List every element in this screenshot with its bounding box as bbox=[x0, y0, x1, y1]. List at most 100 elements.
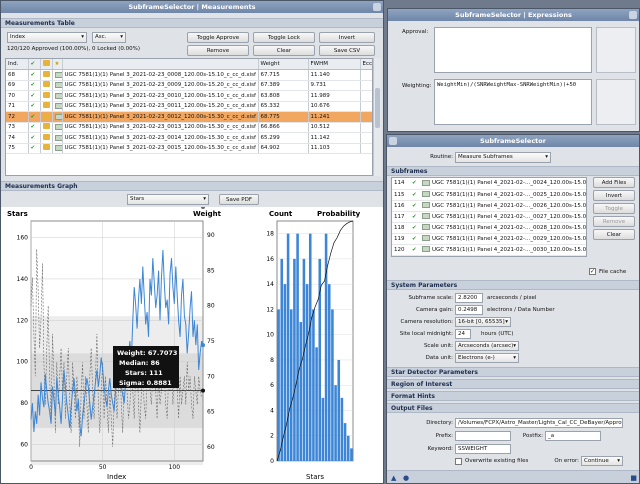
postfix-input[interactable]: _a bbox=[545, 431, 601, 441]
region-of-interest-section[interactable]: Region of Interest bbox=[387, 379, 639, 389]
check-icon[interactable]: ✔ bbox=[412, 180, 417, 187]
system-parameters-section[interactable]: System Parameters bbox=[387, 280, 639, 290]
keyword-input[interactable]: SSWEIGHT bbox=[455, 444, 511, 454]
file-cache-checkbox[interactable]: ✓ bbox=[589, 268, 596, 275]
clear-button[interactable]: Clear bbox=[593, 229, 635, 240]
gain-input[interactable]: 0.2498 bbox=[455, 305, 483, 315]
check-icon[interactable]: ✔ bbox=[412, 235, 417, 242]
add-files-button[interactable]: Add Files bbox=[593, 177, 635, 188]
save-csv-button[interactable]: Save CSV bbox=[319, 45, 375, 56]
prefix-input[interactable] bbox=[455, 431, 511, 441]
list-item[interactable]: 118 ✔ UGC 7581(1)(1) Panel 4_2021-02-...… bbox=[392, 222, 586, 234]
sort-field-combo[interactable]: Index bbox=[7, 32, 87, 43]
row-approved[interactable]: ✔ bbox=[28, 143, 41, 154]
list-item[interactable]: 119 ✔ UGC 7581(1)(1) Panel 4_2021-02-...… bbox=[392, 233, 586, 245]
measurements-table-section[interactable]: Measurements Table bbox=[1, 18, 383, 28]
table-row[interactable]: 73 ✔ UGC 7581(1)(1) Panel 3_2021-02-23_0… bbox=[6, 122, 372, 133]
check-icon[interactable]: ✔ bbox=[412, 246, 417, 253]
data-unit-combo[interactable]: Electrons (e-) bbox=[455, 353, 519, 363]
directory-input[interactable]: /Volumes/FCPX/Astro_Master/Lights_Cal_CC… bbox=[455, 418, 623, 428]
row-approved[interactable]: ✔ bbox=[28, 101, 41, 112]
subframes-list[interactable]: 114 ✔ UGC 7581(1)(1) Panel 4_2021-02-...… bbox=[391, 177, 587, 257]
list-item[interactable]: 120 ✔ UGC 7581(1)(1) Panel 4_2021-02-...… bbox=[392, 244, 586, 256]
remove-button[interactable]: Remove bbox=[593, 216, 635, 227]
check-icon[interactable]: ✔ bbox=[412, 191, 417, 198]
row-locked[interactable] bbox=[40, 90, 53, 102]
subframes-section[interactable]: Subframes bbox=[387, 166, 639, 176]
close-icon[interactable] bbox=[389, 137, 397, 145]
row-locked[interactable] bbox=[40, 69, 53, 81]
col-ecc[interactable]: Ecc bbox=[360, 59, 372, 70]
table-row[interactable]: 72 ✔ UGC 7581(1)(1) Panel 3_2021-02-23_0… bbox=[6, 111, 372, 123]
row-locked[interactable] bbox=[40, 101, 53, 112]
row-locked[interactable] bbox=[40, 122, 53, 133]
check-icon[interactable]: ✔ bbox=[412, 202, 417, 209]
maximize-icon[interactable] bbox=[373, 3, 381, 11]
row-approved[interactable]: ✔ bbox=[28, 90, 41, 102]
onerror-combo[interactable]: Continue bbox=[581, 456, 623, 466]
measurements-graph-section[interactable]: Measurements Graph bbox=[1, 181, 383, 191]
toggle-lock-button[interactable]: Toggle Lock bbox=[253, 32, 315, 43]
apply-icon[interactable]: ● bbox=[403, 474, 410, 482]
check-icon[interactable]: ✔ bbox=[412, 224, 417, 231]
scale-unit-combo[interactable]: Arcseconds (arcsec) bbox=[455, 341, 519, 351]
star-detector-section[interactable]: Star Detector Parameters bbox=[387, 367, 639, 377]
scale-input[interactable]: 2.8200 bbox=[455, 293, 483, 303]
list-item[interactable]: 117 ✔ UGC 7581(1)(1) Panel 4_2021-02-...… bbox=[392, 211, 586, 223]
resolution-combo[interactable]: 16-bit [0, 65535] bbox=[455, 317, 511, 327]
row-locked[interactable] bbox=[40, 143, 53, 154]
col-name[interactable] bbox=[62, 59, 259, 70]
col-star[interactable]: ★ bbox=[52, 59, 63, 70]
graph-property-combo[interactable]: Stars bbox=[127, 194, 209, 205]
col-weight[interactable]: Weight bbox=[258, 59, 309, 70]
list-item[interactable]: 115 ✔ UGC 7581(1)(1) Panel 4_2021-02-...… bbox=[392, 189, 586, 201]
row-approved[interactable]: ✔ bbox=[28, 132, 41, 144]
row-approved[interactable]: ✔ bbox=[28, 122, 41, 133]
table-row[interactable]: 71 ✔ UGC 7581(1)(1) Panel 3_2021-02-23_0… bbox=[6, 101, 372, 112]
table-row[interactable]: 74 ✔ UGC 7581(1)(1) Panel 3_2021-02-23_0… bbox=[6, 132, 372, 144]
midnight-input[interactable]: 24 bbox=[455, 329, 471, 339]
routine-combo[interactable]: Measure Subframes bbox=[455, 152, 551, 163]
col-approved[interactable]: ✔ bbox=[28, 59, 41, 70]
midnight-unit: hours (UTC) bbox=[481, 331, 514, 337]
col-fwhm[interactable]: FWHM bbox=[308, 59, 361, 70]
toggle-approve-button[interactable]: Toggle Approve bbox=[187, 32, 249, 43]
table-scrollbar[interactable] bbox=[373, 58, 381, 176]
list-item[interactable]: 116 ✔ UGC 7581(1)(1) Panel 4_2021-02-...… bbox=[392, 200, 586, 212]
list-item[interactable]: 114 ✔ UGC 7581(1)(1) Panel 4_2021-02-...… bbox=[392, 178, 586, 190]
sort-order-combo[interactable]: Asc. bbox=[92, 32, 126, 43]
output-files-section[interactable]: Output Files bbox=[387, 403, 639, 413]
format-hints-section[interactable]: Format Hints bbox=[387, 391, 639, 401]
tooltip-weight: Weight: 67.7073 bbox=[117, 349, 177, 357]
measurements-table[interactable]: Ind. ✔ ★ Weight FWHM Ecc 68 ✔ UGC 7581(1… bbox=[5, 58, 373, 176]
row-approved[interactable]: ✔ bbox=[28, 111, 41, 123]
row-locked[interactable] bbox=[40, 80, 53, 91]
table-row[interactable]: 70 ✔ UGC 7581(1)(1) Panel 3_2021-02-23_0… bbox=[6, 90, 372, 102]
remove-button[interactable]: Remove bbox=[187, 45, 249, 56]
invert-button[interactable]: Invert bbox=[593, 190, 635, 201]
table-row[interactable]: 69 ✔ UGC 7581(1)(1) Panel 3_2021-02-23_0… bbox=[6, 80, 372, 91]
reset-icon[interactable]: ■ bbox=[630, 474, 637, 482]
approval-expression[interactable] bbox=[434, 27, 592, 73]
save-pdf-button[interactable]: Save PDF bbox=[219, 194, 259, 205]
col-locked[interactable] bbox=[40, 59, 53, 70]
new-instance-icon[interactable]: ▲ bbox=[391, 474, 397, 482]
col-index[interactable]: Ind. bbox=[6, 59, 29, 70]
row-locked[interactable] bbox=[40, 111, 53, 123]
toggle-button[interactable]: Toggle bbox=[593, 203, 635, 214]
row-approved[interactable]: ✔ bbox=[28, 80, 41, 91]
overwrite-checkbox[interactable] bbox=[455, 458, 462, 465]
image-icon bbox=[54, 103, 61, 109]
table-row[interactable]: 75 ✔ UGC 7581(1)(1) Panel 3_2021-02-23_0… bbox=[6, 143, 372, 154]
check-icon[interactable]: ✔ bbox=[412, 213, 417, 220]
clear-button[interactable]: Clear bbox=[253, 45, 315, 56]
weighting-expression[interactable]: WeightMin)/(SNRWeightMax-SNRWeightMin))+… bbox=[434, 79, 592, 125]
row-approved[interactable]: ✔ bbox=[28, 69, 41, 81]
right-axis-label: Weight bbox=[193, 210, 222, 218]
invert-button[interactable]: Invert bbox=[319, 32, 375, 43]
measurements-graph[interactable]: Stars Weight Index Count Probability Sta… bbox=[1, 207, 383, 483]
table-row[interactable]: 68 ✔ UGC 7581(1)(1) Panel 3_2021-02-23_0… bbox=[6, 69, 372, 81]
row-locked[interactable] bbox=[40, 132, 53, 144]
row-fwhm: 9.731 bbox=[308, 80, 361, 91]
maximize-icon[interactable] bbox=[629, 11, 637, 19]
